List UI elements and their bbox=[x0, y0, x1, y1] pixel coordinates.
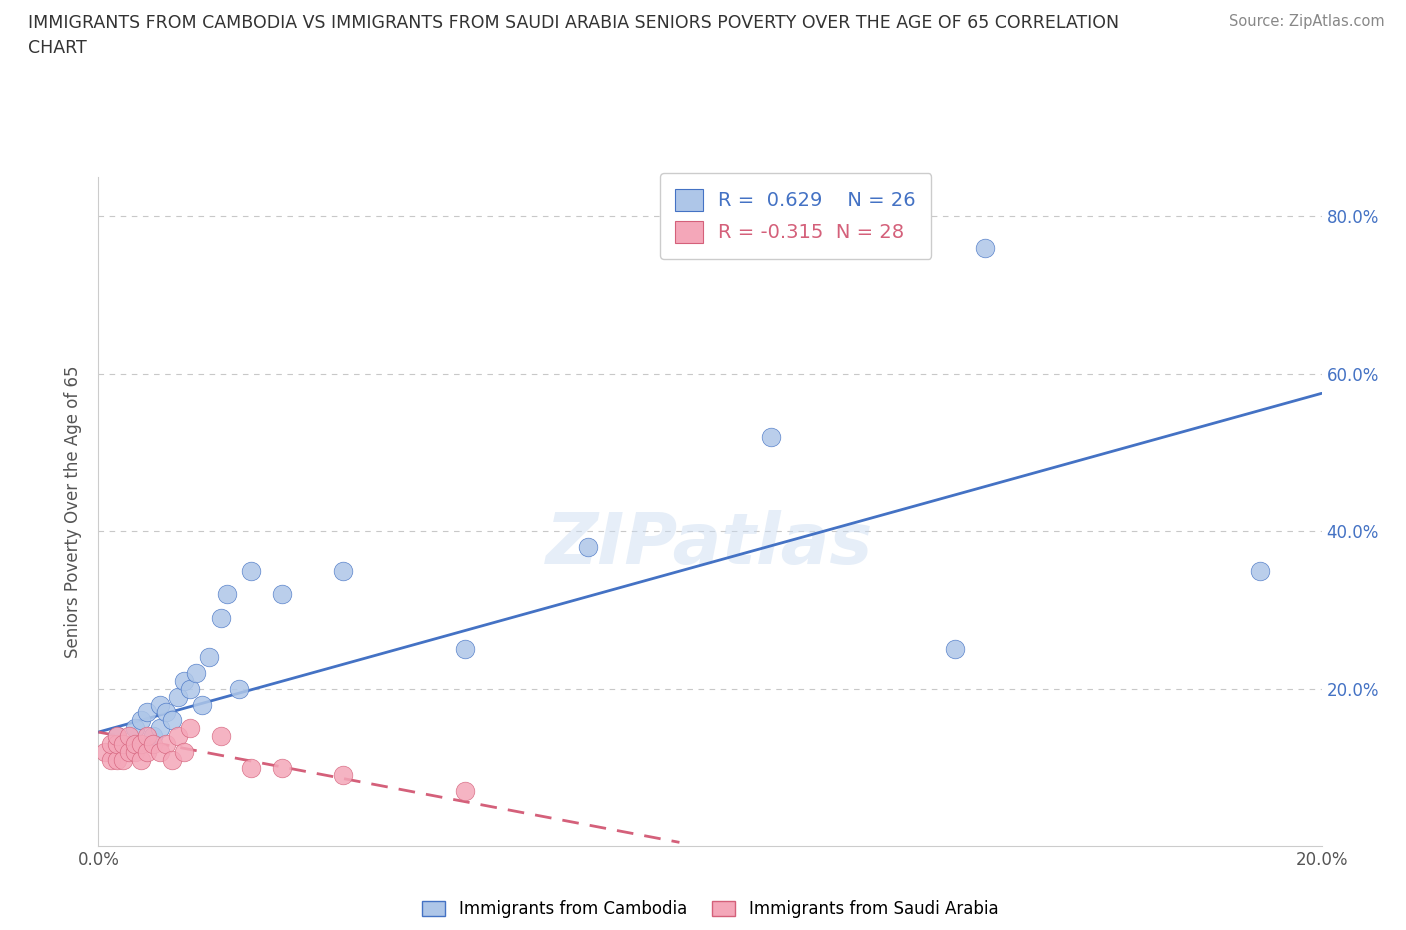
Point bbox=[943, 642, 966, 657]
Point bbox=[332, 768, 354, 783]
Point bbox=[173, 673, 195, 688]
Point bbox=[118, 744, 141, 759]
Point bbox=[974, 240, 997, 255]
Y-axis label: Seniors Poverty Over the Age of 65: Seniors Poverty Over the Age of 65 bbox=[65, 365, 83, 658]
Point bbox=[136, 728, 159, 743]
Point bbox=[191, 698, 214, 712]
Point bbox=[105, 737, 128, 751]
Point bbox=[105, 752, 128, 767]
Text: ZIPatlas: ZIPatlas bbox=[547, 511, 873, 579]
Point bbox=[118, 728, 141, 743]
Text: Source: ZipAtlas.com: Source: ZipAtlas.com bbox=[1229, 14, 1385, 29]
Point bbox=[155, 737, 177, 751]
Point bbox=[142, 737, 165, 751]
Text: CHART: CHART bbox=[28, 39, 87, 57]
Legend: Immigrants from Cambodia, Immigrants from Saudi Arabia: Immigrants from Cambodia, Immigrants fro… bbox=[415, 894, 1005, 925]
Point bbox=[179, 721, 201, 736]
Point bbox=[209, 728, 232, 743]
Text: IMMIGRANTS FROM CAMBODIA VS IMMIGRANTS FROM SAUDI ARABIA SENIORS POVERTY OVER TH: IMMIGRANTS FROM CAMBODIA VS IMMIGRANTS F… bbox=[28, 14, 1119, 32]
Point bbox=[111, 752, 134, 767]
Point bbox=[149, 721, 172, 736]
Point bbox=[197, 650, 219, 665]
Point bbox=[129, 737, 152, 751]
Point bbox=[149, 744, 172, 759]
Point bbox=[179, 682, 201, 697]
Point bbox=[124, 737, 146, 751]
Point bbox=[270, 760, 292, 775]
Point bbox=[136, 744, 159, 759]
Point bbox=[155, 705, 177, 720]
Point bbox=[167, 689, 190, 704]
Point bbox=[136, 705, 159, 720]
Point bbox=[149, 698, 172, 712]
Point bbox=[93, 744, 115, 759]
Point bbox=[105, 728, 128, 743]
Point bbox=[240, 760, 263, 775]
Point bbox=[105, 728, 128, 743]
Point bbox=[124, 721, 146, 736]
Point bbox=[454, 784, 477, 799]
Point bbox=[215, 587, 238, 602]
Point bbox=[100, 752, 122, 767]
Point bbox=[160, 752, 183, 767]
Point bbox=[160, 712, 183, 727]
Point bbox=[186, 666, 208, 681]
Point bbox=[129, 712, 152, 727]
Point bbox=[759, 430, 782, 445]
Point bbox=[100, 737, 122, 751]
Point bbox=[142, 728, 165, 743]
Point bbox=[228, 682, 250, 697]
Point bbox=[111, 737, 134, 751]
Point bbox=[454, 642, 477, 657]
Point bbox=[209, 610, 232, 625]
Point bbox=[270, 587, 292, 602]
Point bbox=[124, 744, 146, 759]
Point bbox=[129, 752, 152, 767]
Point bbox=[167, 728, 190, 743]
Point bbox=[1249, 564, 1271, 578]
Point bbox=[332, 564, 354, 578]
Point bbox=[576, 539, 599, 554]
Point bbox=[240, 564, 263, 578]
Point bbox=[173, 744, 195, 759]
